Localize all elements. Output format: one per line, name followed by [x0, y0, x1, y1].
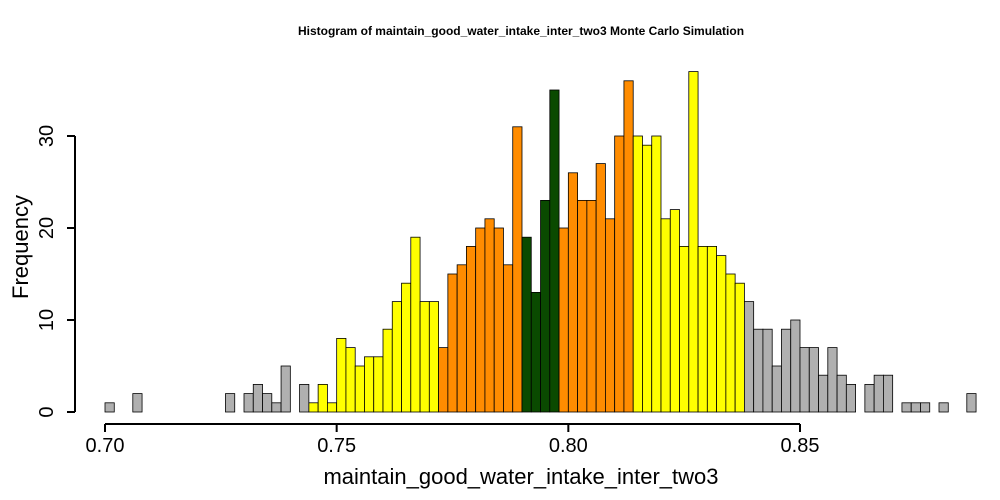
histogram-bar — [336, 337, 347, 413]
histogram-bar — [401, 282, 412, 413]
histogram-bar — [706, 245, 717, 413]
histogram-bar — [438, 347, 449, 413]
histogram-bar — [910, 402, 921, 413]
histogram-bar — [966, 393, 977, 413]
histogram-bar — [410, 236, 421, 413]
histogram-bar — [632, 135, 643, 413]
histogram-bar — [595, 163, 606, 413]
chart-title: Histogram of maintain_good_water_intake_… — [298, 24, 744, 38]
histogram-bar — [734, 282, 745, 413]
histogram-bar — [558, 227, 569, 413]
histogram-bar — [605, 218, 616, 413]
histogram-bar — [484, 218, 495, 413]
histogram-bar — [549, 89, 560, 413]
histogram-bar — [781, 328, 792, 413]
histogram-bar — [252, 383, 263, 413]
histogram-bar — [540, 199, 551, 413]
histogram-bar — [920, 402, 931, 413]
histogram-bar — [679, 245, 690, 413]
histogram-bar — [521, 236, 532, 413]
histogram-bar — [475, 227, 486, 413]
histogram-bar — [808, 347, 819, 413]
histogram-bar — [873, 374, 884, 413]
histogram-bar — [280, 365, 291, 413]
histogram-bar — [586, 199, 597, 413]
histogram-bar — [493, 227, 504, 413]
histogram-bar — [503, 264, 514, 413]
x-axis-label: maintain_good_water_intake_inter_two3 — [323, 464, 718, 489]
histogram-bar — [428, 301, 440, 413]
y-tick-label: 10 — [36, 309, 58, 331]
histogram-bar — [299, 383, 310, 413]
histogram-bar — [938, 402, 949, 413]
histogram-bar — [364, 356, 375, 413]
x-tick-label: 0.80 — [549, 435, 588, 457]
bars-group — [104, 71, 977, 413]
histogram-bar — [243, 393, 254, 413]
histogram-bar — [345, 347, 356, 413]
histogram-bar — [373, 356, 384, 413]
histogram-bar — [901, 402, 912, 413]
histogram-bar — [419, 301, 430, 413]
histogram-bar — [308, 402, 319, 413]
x-tick-label: 0.70 — [86, 435, 125, 457]
histogram-bar — [799, 347, 810, 413]
histogram-bar — [354, 365, 365, 413]
histogram-bar — [530, 291, 541, 413]
histogram-bar — [465, 245, 477, 413]
histogram-bar — [391, 301, 402, 413]
histogram-bar — [262, 393, 273, 413]
histogram-bar — [567, 172, 578, 413]
histogram-bar — [725, 273, 736, 413]
histogram-bar — [753, 328, 764, 413]
histogram-bar — [225, 393, 236, 413]
histogram-bar — [688, 71, 699, 413]
histogram-bar — [577, 199, 588, 413]
histogram-bar — [818, 374, 829, 413]
histogram-bar — [660, 218, 671, 413]
histogram-bar — [447, 273, 458, 413]
histogram-bar — [864, 383, 875, 413]
histogram-bar — [326, 402, 338, 413]
histogram-bar — [512, 126, 523, 413]
x-tick-label: 0.75 — [317, 435, 356, 457]
y-tick-label: 20 — [36, 217, 58, 239]
histogram-bar — [614, 135, 625, 413]
histogram-bar — [623, 80, 634, 413]
y-axis: 0 10 20 30 — [36, 125, 76, 418]
histogram-bar — [762, 328, 773, 413]
histogram-bar — [669, 209, 680, 413]
histogram-bar — [790, 319, 801, 413]
histogram-bar — [382, 328, 393, 413]
y-tick-label: 30 — [36, 125, 58, 147]
histogram-bar — [642, 144, 653, 413]
histogram-bar — [744, 301, 755, 413]
histogram-bar — [132, 393, 143, 413]
histogram-bar — [771, 365, 782, 413]
histogram-bar — [456, 264, 467, 413]
y-axis-label: Frequency — [8, 195, 33, 299]
histogram-bar — [827, 347, 838, 413]
histogram-bar — [836, 374, 847, 413]
y-tick-label: 0 — [36, 406, 58, 417]
histogram-bar — [651, 135, 662, 413]
histogram-bar — [716, 255, 727, 413]
x-axis: 0.70 0.75 0.80 0.85 — [86, 423, 820, 457]
histogram-bar — [845, 383, 856, 413]
histogram-bar — [104, 402, 115, 413]
histogram-bar — [883, 374, 894, 413]
histogram-bar — [271, 402, 282, 413]
histogram-bar — [317, 383, 328, 413]
histogram-bar — [697, 245, 708, 413]
x-tick-label: 0.85 — [781, 435, 820, 457]
